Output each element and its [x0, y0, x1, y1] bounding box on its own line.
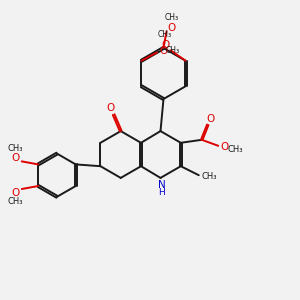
Text: O: O [159, 46, 167, 56]
Text: O: O [161, 40, 169, 50]
Text: O: O [168, 23, 176, 33]
Text: N: N [158, 179, 166, 190]
Text: CH₃: CH₃ [227, 145, 242, 154]
Text: O: O [11, 188, 19, 198]
Text: CH₃: CH₃ [165, 13, 179, 22]
Text: CH₃: CH₃ [8, 197, 23, 206]
Text: O: O [11, 152, 19, 163]
Text: O: O [106, 103, 115, 113]
Text: O: O [220, 142, 228, 152]
Text: CH₃: CH₃ [158, 30, 172, 39]
Text: CH₃: CH₃ [166, 46, 180, 55]
Text: CH₃: CH₃ [8, 144, 23, 153]
Text: H: H [159, 188, 165, 197]
Text: O: O [206, 114, 214, 124]
Text: CH₃: CH₃ [202, 172, 217, 181]
